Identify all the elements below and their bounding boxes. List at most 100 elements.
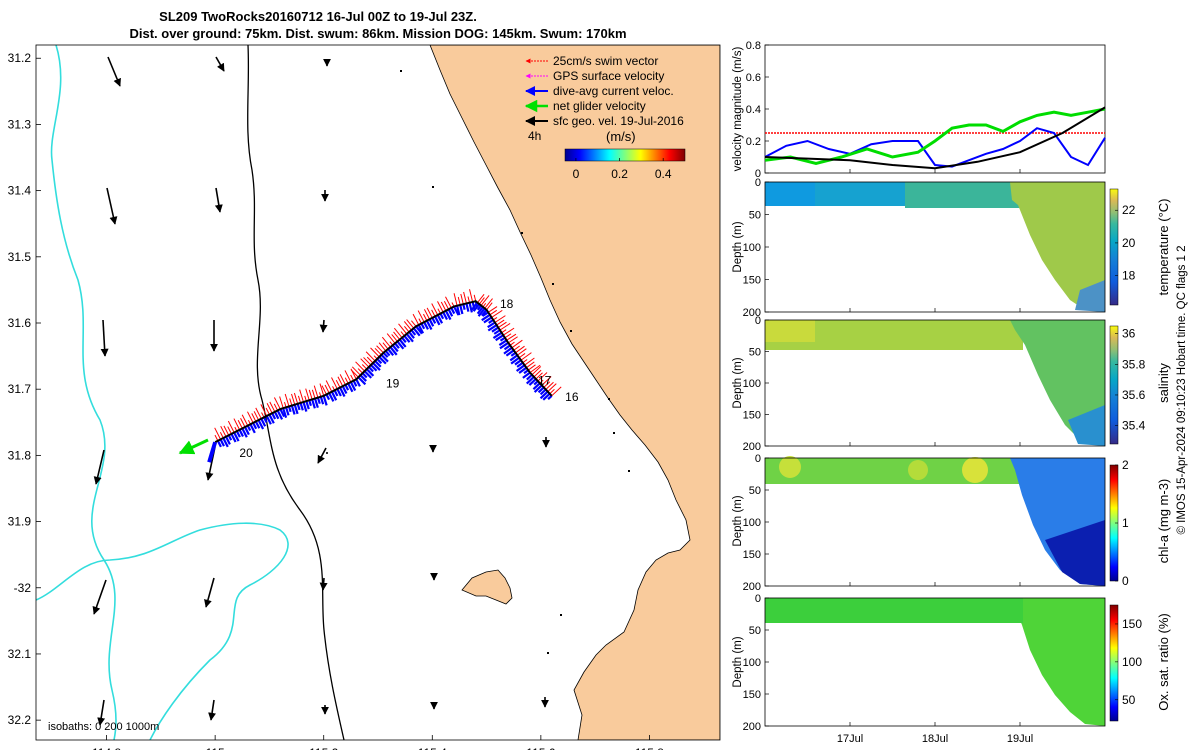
swim-vector xyxy=(219,432,224,439)
map-y-tick-label: 31.5 xyxy=(8,250,32,264)
swim-vector xyxy=(269,401,276,413)
swim-vector xyxy=(406,319,415,329)
depth-tick-label: 50 xyxy=(749,210,761,222)
ts-frame xyxy=(764,44,1106,174)
dive-avg-vector xyxy=(276,409,284,420)
swim-vector xyxy=(344,370,352,383)
swim-vector xyxy=(463,291,467,304)
swim-vector xyxy=(529,364,541,374)
dive-avg-vector xyxy=(456,305,461,316)
swim-vector xyxy=(308,389,313,400)
dive-avg-vector xyxy=(498,339,508,347)
dive-avg-vector xyxy=(233,431,240,442)
dive-avg-vector xyxy=(431,317,437,324)
swim-vector xyxy=(365,351,376,362)
swim-vector xyxy=(335,379,341,388)
dive-avg-vector xyxy=(378,356,387,365)
swim-vector xyxy=(506,333,517,341)
oxygen-panel: Depth (m) Ox. sat. ratio (%) xyxy=(732,597,1171,727)
map-frame xyxy=(35,44,721,741)
swim-vector xyxy=(227,426,232,435)
depth-tick-label: 0 xyxy=(755,453,761,465)
swim-vector xyxy=(293,392,299,404)
swim-vector xyxy=(504,333,512,339)
depth-tick-label: 50 xyxy=(749,625,761,637)
colorbar-tick-label: 0 xyxy=(1122,574,1129,588)
chla-cbar-label: chl-a (mg m-3) xyxy=(1156,479,1171,564)
salinity-ylabel: Depth (m) xyxy=(732,357,744,408)
legend-geo-velocity: sfc geo. vel. 19-Jul-2016 xyxy=(553,114,684,128)
dive-avg-vector xyxy=(365,368,375,377)
salinity-panel: Depth (m) salinity xyxy=(732,319,1171,447)
swim-vector xyxy=(319,383,325,396)
swim-vector xyxy=(344,377,349,384)
swim-vector xyxy=(253,411,260,421)
swim-vector xyxy=(545,381,554,390)
swim-vector xyxy=(305,388,310,401)
dive-avg-vector xyxy=(265,415,272,425)
colorbar-tick-label: 2 xyxy=(1122,458,1129,472)
dive-avg-vector xyxy=(396,340,405,350)
temperature-colorbar xyxy=(1109,188,1119,306)
dive-avg-vector xyxy=(311,399,316,409)
swim-vector xyxy=(547,383,557,392)
dive-avg-vector xyxy=(241,427,248,438)
dive-avg-vector xyxy=(352,380,358,387)
dive-avg-vector xyxy=(376,358,383,365)
chart-title-line1: SL209 TwoRocks20160712 16-Jul 00Z to 19-… xyxy=(159,9,477,24)
speed-colorbar-tick-label: 0 xyxy=(573,167,580,181)
swim-vector xyxy=(324,384,330,394)
swim-vector xyxy=(260,404,268,417)
dive-avg-vector xyxy=(495,334,504,342)
dive-avg-vector xyxy=(403,335,411,343)
ts-series-line xyxy=(764,107,1106,165)
swim-vector xyxy=(524,357,535,366)
dive-avg-vector xyxy=(357,376,367,386)
swim-vector xyxy=(363,357,372,366)
swim-vector xyxy=(487,306,498,313)
dive-avg-vector xyxy=(436,314,444,324)
ts-series xyxy=(764,106,1106,170)
swim-vector xyxy=(491,309,503,318)
dive-avg-vector xyxy=(313,398,319,408)
dive-avg-vector xyxy=(515,364,526,372)
swim-vector xyxy=(241,414,249,426)
swim-vector xyxy=(423,309,431,320)
dive-avg-vector xyxy=(408,331,415,339)
swim-vector xyxy=(366,356,374,364)
ts-series-line xyxy=(764,106,1106,170)
swim-vector xyxy=(494,315,506,323)
dive-avg-vector xyxy=(532,382,541,391)
day-labels: 16 17 18 19 20 xyxy=(239,297,578,460)
net-glider-velocity-arrow xyxy=(178,438,209,455)
day-label: 18 xyxy=(500,297,514,311)
swim-vector xyxy=(437,301,444,313)
oxygen-ylabel: Depth (m) xyxy=(732,636,744,687)
swim-vector xyxy=(350,368,357,380)
swim-vector xyxy=(339,374,346,386)
colorbar-tick-label: 35.8 xyxy=(1122,357,1146,371)
depth-tick-label: 100 xyxy=(743,242,761,254)
glider-track-layer xyxy=(207,289,562,463)
swim-vector xyxy=(378,342,387,352)
dive-avg-vector xyxy=(533,384,543,393)
dive-avg-vector xyxy=(273,411,280,420)
swim-vector xyxy=(404,325,410,333)
colorbar-tick-label: 36 xyxy=(1122,327,1136,341)
dive-avg-vector xyxy=(514,359,522,366)
legend-swim-vector: 25cm/s swim vector xyxy=(553,54,658,68)
depth-tick-label: 200 xyxy=(743,581,761,593)
swim-vector xyxy=(313,385,319,398)
chla-patch xyxy=(962,457,988,483)
dive-avg-vector xyxy=(542,392,551,401)
swim-vector xyxy=(220,425,227,437)
geo-velocity-arrows xyxy=(92,56,550,726)
dive-avg-vector xyxy=(216,440,222,448)
swim-vector xyxy=(251,413,257,422)
colorbar-tick-label: 1 xyxy=(1122,516,1129,530)
swim-vector xyxy=(393,327,403,338)
map-x-tick-label: 115 xyxy=(206,746,225,750)
swim-vector xyxy=(289,398,293,406)
ts-y-tick-label: 0.4 xyxy=(746,104,761,116)
